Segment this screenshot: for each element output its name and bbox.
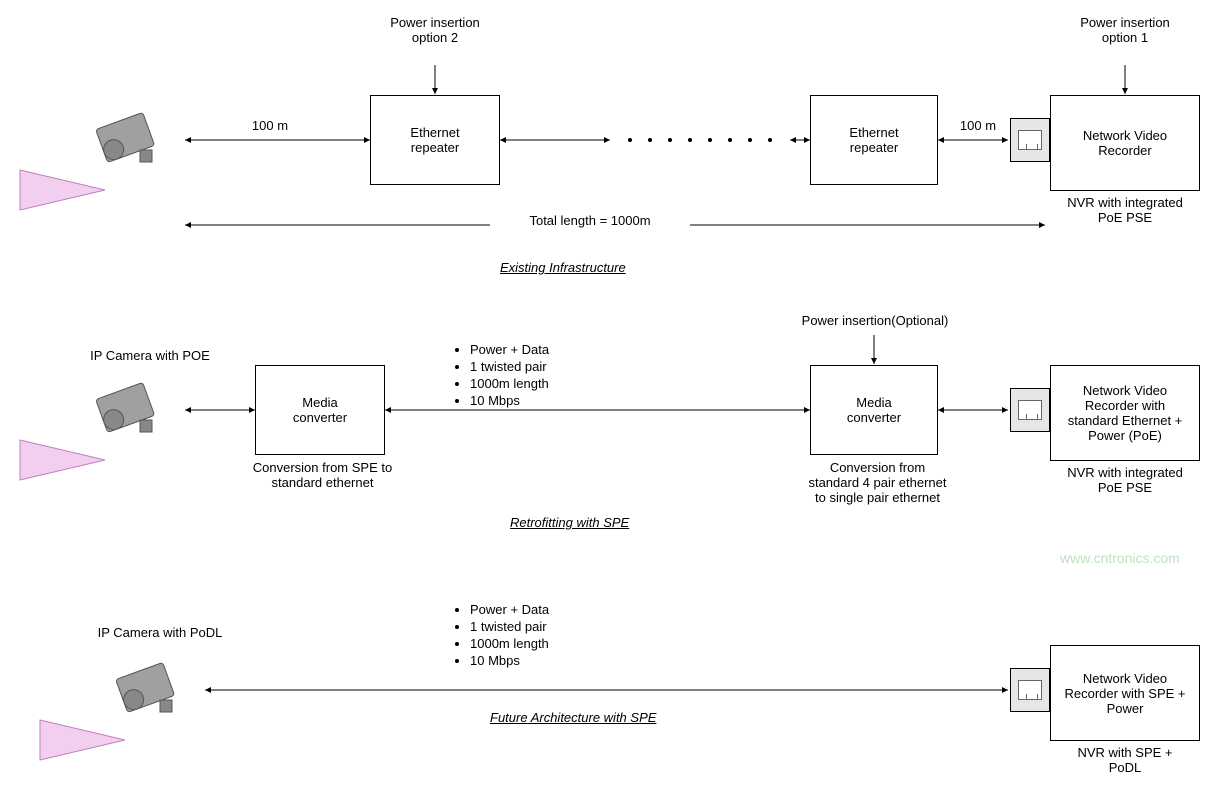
section3-title: Future Architecture with SPE [490,710,656,725]
total-length: Total length = 1000m [490,213,690,228]
media2-box: Media converter [810,365,938,455]
bullets2: Power + Data 1 twisted pair 1000m length… [450,340,549,410]
diagram-root: Power insertion option 2 Power insertion… [10,10,1220,794]
port3 [1010,668,1050,712]
port2 [1010,388,1050,432]
dist1: 100 m [240,118,300,133]
media1-box: Media converter [255,365,385,455]
b3-2: 1000m length [470,636,549,651]
nvr3-box: Network Video Recorder with SPE + Power [1050,645,1200,741]
dist2: 100 m [948,118,1008,133]
b3-3: 10 Mbps [470,653,549,668]
media1-sub: Conversion from SPE to standard ethernet [235,460,410,490]
nvr1-sub: NVR with integrated PoE PSE [1050,195,1200,225]
b3-0: Power + Data [470,602,549,617]
nvr1-box: Network Video Recorder [1050,95,1200,191]
port1 [1010,118,1050,162]
camera2-label: IP Camera with POE [75,348,225,363]
b3-1: 1 twisted pair [470,619,549,634]
b2-3: 10 Mbps [470,393,549,408]
bullets3: Power + Data 1 twisted pair 1000m length… [450,600,549,670]
power-opt1-label: Power insertion option 1 [1050,15,1200,45]
power-opt2-label: Power insertion option 2 [360,15,510,45]
repeater2-box: Ethernet repeater [810,95,938,185]
nvr2-sub: NVR with integrated PoE PSE [1050,465,1200,495]
power-optional-label: Power insertion(Optional) [780,313,970,328]
camera3-label: IP Camera with PoDL [80,625,240,640]
nvr3-sub: NVR with SPE + PoDL [1050,745,1200,775]
b2-2: 1000m length [470,376,549,391]
nvr2-box: Network Video Recorder with standard Eth… [1050,365,1200,461]
repeater1-box: Ethernet repeater [370,95,500,185]
watermark: www.cntronics.com [1060,550,1180,566]
media2-sub: Conversion from standard 4 pair ethernet… [790,460,965,505]
section2-title: Retrofitting with SPE [510,515,629,530]
section1-title: Existing Infrastructure [500,260,626,275]
b2-0: Power + Data [470,342,549,357]
b2-1: 1 twisted pair [470,359,549,374]
